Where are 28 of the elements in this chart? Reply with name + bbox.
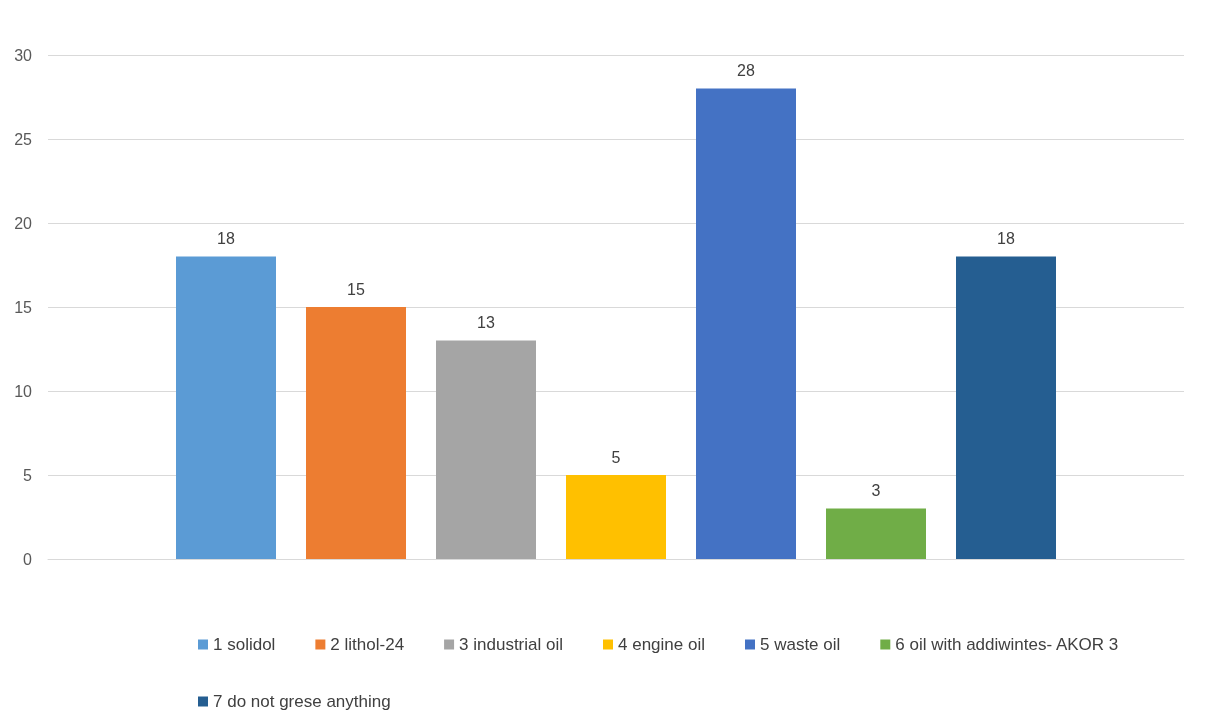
bar — [436, 340, 536, 559]
data-label: 18 — [217, 230, 235, 248]
bar — [956, 256, 1056, 559]
bar — [696, 88, 796, 559]
data-label: 18 — [997, 230, 1015, 248]
y-tick-label: 5 — [23, 466, 33, 484]
y-tick-label: 10 — [14, 382, 33, 400]
y-tick-label: 15 — [14, 298, 33, 316]
legend-label: 7 do not grese anything — [213, 692, 391, 711]
bar — [176, 256, 276, 559]
legend-label: 5 waste oil — [759, 635, 841, 654]
data-label: 15 — [347, 280, 365, 298]
legend-label: 4 engine oil — [618, 635, 705, 654]
y-tick-label: 30 — [14, 46, 33, 64]
legend-label: 1 solidol — [213, 635, 276, 654]
data-label: 5 — [611, 448, 621, 466]
legend-label: 2 lithol-24 — [330, 635, 405, 654]
y-tick-label: 20 — [14, 214, 33, 232]
data-label: 28 — [737, 62, 755, 80]
y-tick-label: 0 — [23, 550, 33, 568]
data-label: 13 — [477, 314, 495, 332]
bar — [306, 307, 406, 559]
y-tick-label: 25 — [14, 130, 33, 148]
legend-label: 3 industrial oil — [459, 635, 564, 654]
legend-label: 6 oil with addiwintes- AKOR 3 — [895, 635, 1119, 654]
bar — [566, 475, 666, 559]
bar — [826, 508, 926, 559]
data-label: 3 — [871, 482, 881, 500]
